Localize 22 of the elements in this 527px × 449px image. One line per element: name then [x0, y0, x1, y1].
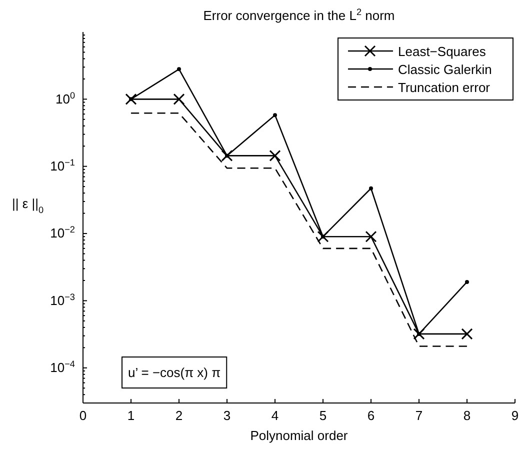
x-tick-label: 7 — [415, 408, 423, 424]
x-axis-title: Polynomial order — [250, 428, 348, 443]
x-tick-label: 2 — [175, 408, 183, 424]
y-tick-label: 10$^{−2}$ — [50, 224, 75, 241]
legend-label: Least−Squares — [398, 44, 486, 59]
x-tick-label: 5 — [319, 408, 327, 424]
legend-label: Classic Galerkin — [398, 62, 492, 77]
annotation: u’ = −cos(π x) π — [128, 365, 221, 380]
x-tick-label: 1 — [127, 408, 135, 424]
chart-title: Error convergence in the L$^{2}$ norm — [203, 7, 395, 23]
x-tick-label: 3 — [223, 408, 231, 424]
legend-label: Truncation error — [398, 80, 491, 95]
x-tick-label: 9 — [511, 408, 519, 424]
x-tick-label: 8 — [463, 408, 471, 424]
y-tick-label: 10$^{−4}$ — [50, 359, 75, 376]
y-tick-label: 10$^{0}$ — [55, 90, 75, 106]
y-tick-label: 10$^{−3}$ — [50, 292, 75, 308]
x-tick-label: 0 — [79, 408, 87, 424]
y-tick-label: 10$^{−1}$ — [50, 158, 75, 174]
y-axis-title: || ε ||$_{0}$ — [12, 196, 44, 215]
x-tick-label: 4 — [271, 408, 279, 424]
x-tick-label: 6 — [367, 408, 375, 424]
